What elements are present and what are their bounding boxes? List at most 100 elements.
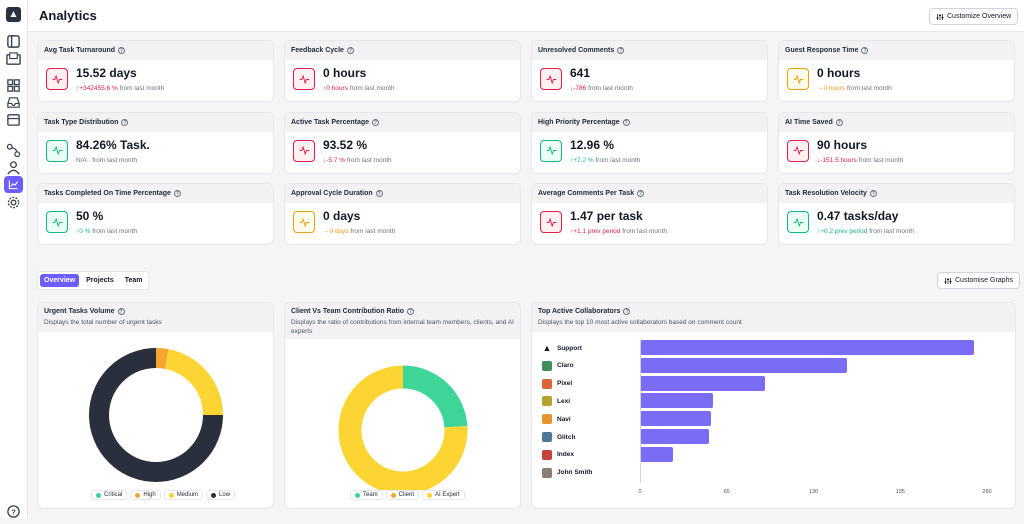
donut-slice-low[interactable] <box>89 348 223 482</box>
help-icon[interactable]: ? <box>861 47 869 54</box>
app-logo[interactable]: ▲ <box>6 7 21 22</box>
x-tick-label: 260 <box>982 489 992 495</box>
collaborator-bar[interactable] <box>640 357 847 373</box>
metric-change-arrow: ↑ <box>323 85 327 92</box>
ratio-title: Client Vs Team Contribution Ratio <box>291 308 405 315</box>
help-icon[interactable]: ? <box>346 47 354 54</box>
legend-item[interactable]: Team <box>350 490 383 500</box>
legend-item[interactable]: AI Expert <box>422 490 465 500</box>
metric-change-suffix: from last month <box>867 228 915 235</box>
metric-card-header: Tasks Completed On Time Percentage? <box>38 184 273 203</box>
donut-slice-ai-expert[interactable] <box>338 365 468 490</box>
metric-change-suffix: from last month <box>620 228 668 235</box>
metric-title: Tasks Completed On Time Percentage <box>44 190 171 197</box>
collaborator-bar[interactable] <box>640 393 714 409</box>
analytics-icon[interactable] <box>4 176 23 193</box>
metric-value: 90 hours <box>817 137 868 152</box>
help-icon[interactable]: ? <box>121 118 129 126</box>
metric-title: Task Type Distribution <box>44 118 119 126</box>
help-icon[interactable]: ? <box>622 118 630 126</box>
metric-value: 12.96 % <box>570 137 615 152</box>
user-icon[interactable] <box>6 160 21 175</box>
customise-graphs-button[interactable]: Customise Graphs <box>937 272 1020 289</box>
collaborator-row: Glitch <box>542 430 575 444</box>
grid-icon[interactable] <box>6 78 21 93</box>
help-icon[interactable]: ? <box>623 308 631 315</box>
avatar <box>542 396 552 407</box>
help-icon[interactable]: ? <box>117 308 125 315</box>
collaborator-bar[interactable] <box>640 446 674 462</box>
projects-icon[interactable] <box>6 52 21 67</box>
activity-icon <box>787 211 809 233</box>
help-icon[interactable]: ? <box>375 190 383 197</box>
metric-title: Guest Response Time <box>785 47 859 54</box>
metric-card-header: Active Task Percentage? <box>285 112 520 132</box>
collaborator-bar[interactable] <box>640 340 974 355</box>
donut-slice-high[interactable] <box>155 348 169 369</box>
legend-item[interactable]: Medium <box>163 490 204 500</box>
help-icon[interactable]: ? <box>835 118 843 126</box>
contribution-legend: Team Client AI Expert <box>350 490 465 500</box>
legend-item[interactable]: Client <box>385 490 420 500</box>
metric-change: ↑+0.2 prev period from last month <box>817 228 914 235</box>
help-icon[interactable]: ? <box>407 308 415 315</box>
help-icon[interactable]: ? <box>869 190 877 197</box>
metric-change-suffix: · from last month <box>86 156 138 164</box>
help-icon[interactable]: ? <box>637 190 645 197</box>
donut-slice-medium[interactable] <box>164 349 223 416</box>
legend-dot <box>427 492 433 498</box>
metric-card: Active Task Percentage? 93.52 % ↓-5.7 % … <box>284 111 521 174</box>
collaborator-bar[interactable] <box>640 411 711 427</box>
avatar <box>542 414 552 425</box>
metric-change-value: +0.2 prev period <box>820 228 868 235</box>
help-icon[interactable]: ? <box>118 47 126 54</box>
metric-card-header: Task Type Distribution? <box>38 112 273 132</box>
metric-change-suffix: from last month <box>117 85 165 92</box>
legend-item[interactable]: Low <box>206 490 236 500</box>
donut-slice-team[interactable] <box>402 365 468 428</box>
customize-overview-label: Customize Overview <box>947 13 1012 20</box>
metric-change-arrow: → <box>817 85 824 92</box>
avatar <box>542 378 552 389</box>
activity-icon <box>540 139 562 162</box>
calendar-icon[interactable] <box>6 112 21 127</box>
customize-overview-button[interactable]: Customize Overview <box>929 8 1019 25</box>
inbox-icon[interactable] <box>6 95 21 110</box>
tab-bar: Overview Projects Team <box>37 271 149 290</box>
metric-title: Approval Cycle Duration <box>291 190 373 197</box>
metric-change-suffix: from last month <box>856 156 904 164</box>
collab-subtitle: Displays the top 10 most active collabor… <box>538 319 742 326</box>
help-icon[interactable]: ? <box>173 190 181 197</box>
legend-item[interactable]: High <box>130 490 161 500</box>
help-icon[interactable]: ? <box>372 118 380 126</box>
metric-value: 0.47 tasks/day <box>817 209 899 223</box>
panel-icon[interactable] <box>6 34 21 49</box>
collaborator-name: Claro <box>557 362 574 370</box>
metric-value: 0 days <box>323 209 361 223</box>
integrations-icon[interactable] <box>6 143 21 158</box>
metric-change-suffix: from last month <box>90 228 138 235</box>
help-icon[interactable]: ? <box>617 47 625 54</box>
tab-overview[interactable]: Overview <box>40 274 80 287</box>
metric-change: ↓-5.7 % from last month <box>323 157 392 164</box>
metric-change: ↑0 hours from last month <box>323 85 395 92</box>
legend-label: Medium <box>176 492 199 498</box>
activity-icon <box>46 68 68 90</box>
legend-item[interactable]: Critical <box>91 490 128 500</box>
avatar <box>542 360 552 371</box>
tab-team[interactable]: Team <box>124 277 143 284</box>
metric-value: 84.26% Task. <box>76 137 150 152</box>
metric-title: High Priority Percentage <box>538 118 620 126</box>
settings-icon[interactable] <box>6 195 21 210</box>
metric-change: ↓-786 from last month <box>570 85 633 92</box>
legend-label: AI Expert <box>435 492 460 498</box>
tab-projects[interactable]: Projects <box>86 277 114 284</box>
metric-change: ↑0 % from last month <box>76 228 137 235</box>
metric-card-header: Average Comments Per Task? <box>532 184 767 203</box>
collaborator-bar[interactable] <box>640 429 710 444</box>
metric-change: ↑+7.2 % from last month <box>570 157 640 164</box>
collaborator-bar[interactable] <box>640 375 766 391</box>
activity-icon <box>540 68 562 90</box>
metric-card-header: Guest Response Time? <box>779 41 1014 60</box>
help-icon[interactable]: ? <box>6 504 21 519</box>
